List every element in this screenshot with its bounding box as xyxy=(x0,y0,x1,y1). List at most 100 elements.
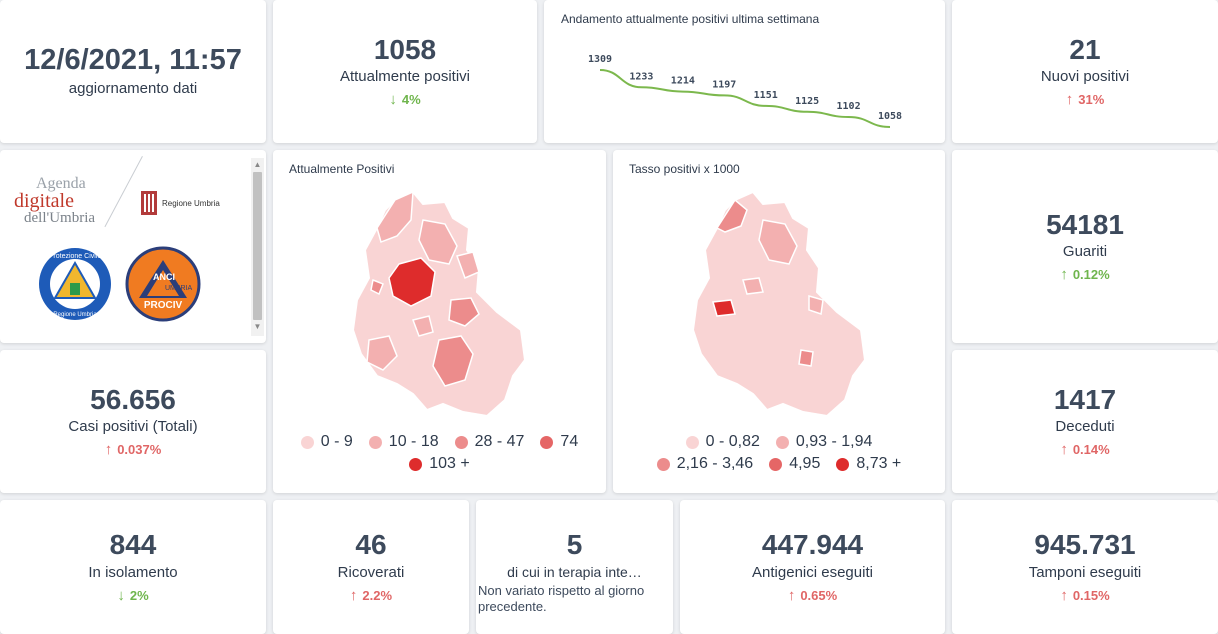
area-east xyxy=(456,251,480,280)
area-northeast xyxy=(418,219,458,265)
total-cases-change-value: 0.037% xyxy=(117,442,162,458)
icu-value: 5 xyxy=(566,529,583,560)
regione-emblem-icon xyxy=(141,191,157,215)
legend-dot-icon xyxy=(300,435,314,449)
update-datetime: 12/6/2021, 11:57 xyxy=(24,44,242,77)
map-positives-umbria[interactable] xyxy=(273,180,606,450)
deaths-value: 1417 xyxy=(1053,383,1117,415)
area-north xyxy=(715,198,748,233)
area-northeast xyxy=(758,219,798,265)
map-rate-umbria[interactable] xyxy=(613,180,945,450)
new-positives-card[interactable]: 21 Nuovi positivi ↑ 31% xyxy=(952,0,1218,143)
isolation-change: ↓ 2% xyxy=(117,587,148,604)
legend-label: 0 - 0,82 xyxy=(705,433,760,450)
legend-label: 4,95 xyxy=(789,455,821,472)
legend-label: 28 - 47 xyxy=(474,433,525,450)
legend-dot-icon xyxy=(454,435,468,449)
agenda-line1: Agenda xyxy=(36,175,86,192)
trend-data-label: 1058 xyxy=(878,111,902,122)
trend-data-label: 1197 xyxy=(712,79,736,90)
deaths-change: ↑ 0.14% xyxy=(1060,441,1109,458)
legend-label: 0,93 - 1,94 xyxy=(795,433,873,450)
trend-data-label: 1214 xyxy=(671,76,695,87)
trend-data-label: 1309 xyxy=(588,54,612,65)
agenda-digitale-logo: Agenda digitale dell'Umbria xyxy=(14,176,110,226)
positives-card[interactable]: 1058 Attualmente positivi ↓ 4% xyxy=(273,0,537,143)
legend-label: 8,73 + xyxy=(856,455,902,472)
rate-legend-item: 2,16 - 3,46 xyxy=(656,455,753,473)
legend-dot-icon xyxy=(836,457,850,471)
icu-card[interactable]: 5 di cui in terapia inte… Non variato ri… xyxy=(476,500,673,634)
trend-data-label: 1151 xyxy=(754,90,778,101)
deaths-card[interactable]: 1417 Deceduti ↑ 0.14% xyxy=(952,350,1218,493)
scroll-up-icon[interactable]: ▲ xyxy=(253,160,262,169)
area-terni xyxy=(432,335,474,387)
legend-dot-icon xyxy=(409,457,423,471)
trend-data-label: 1125 xyxy=(795,96,819,107)
update-card: 12/6/2021, 11:57 aggiornamento dati xyxy=(0,0,266,143)
recovered-change-value: 0.12% xyxy=(1072,267,1110,283)
total-cases-value: 56.656 xyxy=(90,383,176,415)
legend-label: 0 - 9 xyxy=(320,433,353,450)
isolation-label: In isolamento xyxy=(88,563,178,581)
anci-top-text: ANCI xyxy=(153,272,175,282)
scroll-down-icon[interactable]: ▼ xyxy=(253,322,262,331)
total-cases-change: ↑ 0.037% xyxy=(105,441,162,458)
antigen-label: Antigenici eseguiti xyxy=(752,563,873,581)
legend-label: 74 xyxy=(560,433,579,450)
swabs-change: ↑ 0.15% xyxy=(1060,587,1109,604)
total-cases-label: Casi positivi (Totali) xyxy=(68,418,198,436)
icu-label: di cui in terapia inte… xyxy=(507,563,642,580)
map-rate-title: Tasso positivi x 1000 xyxy=(629,162,740,176)
arrow-up-icon: ↑ xyxy=(787,586,796,604)
area-center xyxy=(412,315,434,337)
agenda-line3: dell'Umbria xyxy=(24,210,96,226)
trend-chart: 1309 1233 1214 1197 1151 1125 1102 1058 xyxy=(588,54,902,128)
scroll-thumb[interactable] xyxy=(253,172,262,320)
trend-title: Andamento attualmente positivi ultima se… xyxy=(561,12,820,26)
map-positives-card[interactable]: Attualmente Positivi 0 - 9 10 - 18 28 - 47… xyxy=(273,150,606,493)
hospitalized-card[interactable]: 46 Ricoverati ↑ 2.2% xyxy=(273,500,469,634)
map-rate-legend: 0 - 0,82 0,93 - 1,94 2,16 - 3,46 4,95 8,73 + xyxy=(613,433,945,473)
map-rate-card[interactable]: Tasso positivi x 1000 0 - 0,82 0,93 - 1,9… xyxy=(613,150,945,493)
anci-mid-text: UMBRIA xyxy=(165,285,193,292)
protezione-civile-logo: Protezione Civile Regione Umbria xyxy=(39,248,111,320)
area-center xyxy=(742,277,764,295)
logos-scrollbar[interactable]: ▲ ▼ xyxy=(251,158,264,336)
antigen-value: 447.944 xyxy=(761,529,864,561)
hospitalized-value: 46 xyxy=(355,529,387,561)
new-positives-value: 21 xyxy=(1069,33,1101,65)
logos-card: Agenda digitale dell'Umbria Regione Umbr… xyxy=(0,150,266,343)
isolation-card[interactable]: 844 In isolamento ↓ 2% xyxy=(0,500,266,634)
agenda-line2: digitale xyxy=(14,190,74,212)
positives-value: 1058 xyxy=(373,33,437,65)
arrow-up-icon: ↑ xyxy=(349,586,358,604)
recovered-card[interactable]: 54181 Guariti ↑ 0.12% xyxy=(952,150,1218,343)
isolation-value: 844 xyxy=(109,529,157,561)
region-shape xyxy=(691,190,867,418)
legend-dot-icon xyxy=(656,457,670,471)
swabs-label: Tamponi eseguiti xyxy=(1028,563,1142,581)
arrow-down-icon: ↓ xyxy=(389,91,397,109)
legend-label: 10 - 18 xyxy=(388,433,439,450)
swabs-value: 945.731 xyxy=(1034,529,1136,561)
arrow-up-icon: ↑ xyxy=(1060,266,1068,284)
trend-card[interactable]: Andamento attualmente positivi ultima se… xyxy=(544,0,945,143)
map-positives-legend: 0 - 9 10 - 18 28 - 47 74 103 + xyxy=(273,433,606,473)
rate-legend-item: 4,95 xyxy=(769,455,820,473)
arrow-down-icon: ↓ xyxy=(117,586,125,604)
legend-dot-icon xyxy=(769,457,783,471)
trend-line xyxy=(599,69,891,128)
area-west xyxy=(366,335,398,371)
total-cases-card[interactable]: 56.656 Casi positivi (Totali) ↑ 0.037% xyxy=(0,350,266,493)
rate-legend-item: 0 - 0,82 xyxy=(685,433,760,451)
antigen-card[interactable]: 447.944 Antigenici eseguiti ↑ 0.65% xyxy=(680,500,945,634)
legend-dot-icon xyxy=(685,435,699,449)
area-foligno xyxy=(448,297,480,327)
swabs-card[interactable]: 945.731 Tamponi eseguiti ↑ 0.15% xyxy=(952,500,1218,634)
icu-note: Non variato rispetto al giorno precedent… xyxy=(478,582,645,614)
deaths-change-value: 0.14% xyxy=(1072,442,1110,458)
rate-legend-item: 8,73 + xyxy=(836,455,901,473)
legend-dot-icon xyxy=(775,435,789,449)
new-positives-label: Nuovi positivi xyxy=(1040,68,1130,86)
